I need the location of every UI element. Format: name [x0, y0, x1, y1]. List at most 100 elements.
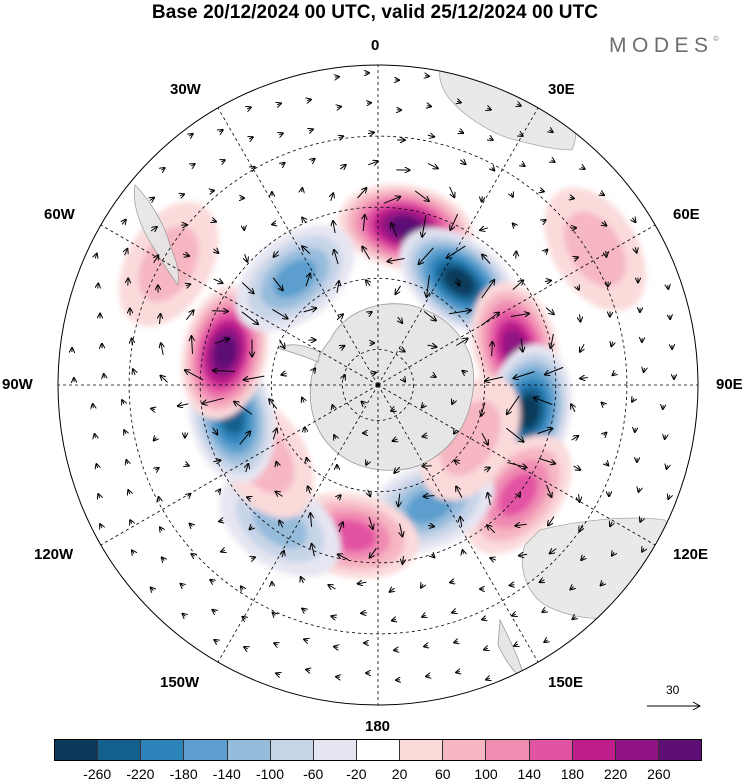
wind-vector [383, 197, 400, 204]
wind-vector [151, 409, 155, 410]
wind-vector [150, 198, 154, 201]
wind-vector [545, 366, 564, 374]
wind-vector [100, 524, 102, 528]
colorbar-swatch-1 [98, 740, 142, 760]
wind-vector [538, 457, 555, 463]
wind-vector [572, 617, 575, 619]
wind-vector [452, 611, 456, 612]
wind-vector [422, 615, 426, 617]
wind-vector [303, 308, 317, 312]
wind-vector [422, 215, 427, 237]
wind-vector [162, 558, 165, 561]
wind-vector [642, 548, 644, 551]
wind-vector [358, 582, 367, 583]
wind-vector [332, 405, 333, 409]
wind-vector [570, 587, 573, 590]
colorbar-swatch-7 [356, 740, 401, 760]
wind-vector [218, 489, 220, 492]
wind-vector [301, 577, 304, 584]
wind-vector [159, 497, 160, 501]
wind-vector [269, 399, 278, 410]
wind-vector [550, 549, 557, 554]
wind-vector [128, 490, 129, 494]
wind-vector [98, 494, 99, 498]
wind-vector [251, 557, 255, 558]
wind-vector [482, 196, 483, 201]
wind-vector [279, 521, 282, 528]
wind-vector [241, 586, 243, 589]
wind-vector [460, 517, 462, 528]
wind-vector [150, 227, 157, 231]
wind-vector [277, 103, 281, 104]
wind-vector [424, 496, 435, 497]
wind-vector [403, 556, 404, 564]
wind-vector [310, 513, 311, 527]
wind-vector [487, 525, 496, 534]
meridian-line [377, 224, 656, 386]
lon-label-180: 180 [365, 718, 391, 735]
wind-vector [481, 402, 486, 416]
wind-vector [307, 458, 308, 462]
wind-vector [481, 433, 488, 444]
wind-vector [395, 285, 402, 294]
wind-vector [334, 647, 338, 648]
wind-vector [604, 433, 607, 436]
reference-vector-arrow [647, 701, 702, 711]
wind-vector [632, 398, 634, 401]
wind-vector [328, 585, 336, 589]
wind-vector [482, 255, 491, 264]
wind-vector [419, 247, 434, 264]
wind-vector [95, 254, 97, 259]
lon-label-90e: 90E [716, 376, 743, 393]
wind-vector [391, 223, 398, 237]
wind-vector [460, 160, 465, 164]
colorbar-tick-label: 100 [474, 766, 498, 782]
wind-vector [308, 486, 311, 494]
wind-vector [510, 585, 515, 586]
wind-vector [423, 311, 436, 320]
colorbar-swatch-0 [55, 740, 99, 760]
lon-label-120e: 120E [673, 546, 709, 563]
wind-vector [192, 336, 193, 354]
wind-vector [427, 345, 437, 347]
wind-vector [454, 460, 459, 463]
wind-vector [334, 435, 336, 439]
wind-vector [334, 250, 339, 265]
meridian-line [377, 384, 656, 546]
colorbar-tick-label: -180 [169, 766, 198, 782]
wind-vector [340, 346, 345, 349]
wind-vector [606, 251, 607, 257]
wind-vector [668, 285, 669, 289]
wind-vector [247, 107, 251, 109]
wind-vector [250, 527, 253, 530]
wind-vector [612, 552, 614, 555]
wind-vector [95, 434, 96, 438]
wind-vector [517, 104, 521, 106]
wind-vector [313, 368, 315, 371]
wind-vector [186, 310, 193, 321]
wind-vector [180, 194, 184, 196]
lon-label-90w: 90W [2, 376, 33, 393]
wind-vector [454, 641, 458, 642]
wind-vector [457, 101, 461, 102]
wind-vector [191, 554, 194, 556]
wind-vector [337, 281, 339, 293]
wind-vector [481, 280, 495, 299]
wind-vector [190, 524, 193, 527]
wind-vector [221, 160, 225, 162]
wind-vector [639, 488, 640, 492]
wind-vector [372, 373, 376, 374]
wind-vector [125, 249, 128, 256]
colorbar-swatch-11 [529, 740, 573, 760]
wind-vector [160, 527, 162, 530]
wind-vector [339, 136, 343, 138]
wind-vector [189, 134, 192, 136]
wind-vector [214, 640, 217, 642]
wind-vector [534, 398, 553, 405]
wind-vector [427, 106, 431, 107]
graticule [58, 65, 698, 705]
wind-vector [244, 647, 248, 649]
wind-vector [484, 648, 488, 649]
wind-vector [668, 495, 669, 499]
wind-vector [602, 403, 605, 406]
